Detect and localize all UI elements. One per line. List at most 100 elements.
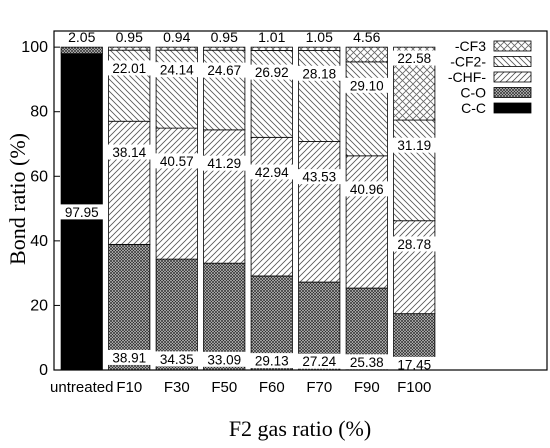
legend-swatch-cf3	[493, 40, 532, 52]
data-labels-layer: 97.95 38.91 38.14 22.01 34.35 40.57 24.14 33.09…	[59, 29, 437, 372]
data-label-f100-chf: 28.78	[397, 237, 431, 252]
bar-segment-f70-cf2	[298, 50, 341, 142]
data-label-bg	[106, 349, 152, 365]
data-label-bg	[154, 153, 200, 169]
y-axis-ticks: 0 20 40 60 80 100	[21, 39, 60, 379]
bar-segment-f50-chf	[203, 129, 246, 264]
y-tick-label: 80	[30, 104, 48, 121]
data-label-f90-cf2: 29.10	[350, 78, 384, 93]
bar-segment-f10-chf	[108, 120, 151, 245]
data-label-f100-cf3: 22.58	[397, 51, 431, 66]
data-label-bg	[249, 164, 295, 180]
legend: -CF3-CF2--CHF-C-OC-C	[448, 38, 532, 116]
bar-segment-f100-cf2	[393, 119, 436, 222]
bars-layer	[60, 46, 436, 371]
data-label-bg	[59, 204, 105, 220]
y-tick-label: 0	[39, 362, 48, 379]
data-label-f10-chf: 38.14	[112, 145, 146, 160]
data-label-f50-chf: 41.29	[207, 156, 241, 171]
data-label-bg	[296, 169, 342, 185]
data-label-bg	[391, 50, 437, 66]
data-label-f90-chf: 40.96	[350, 182, 384, 197]
legend-label-chf: -CHF-	[448, 69, 486, 85]
bar-segment-f30-chf	[155, 127, 198, 260]
data-label-f90-c-o: 25.38	[350, 355, 384, 370]
data-label-bg	[201, 351, 247, 367]
data-label-bg	[344, 77, 390, 93]
category-label-f70: F70	[306, 379, 332, 396]
category-label-f50: F50	[211, 379, 237, 396]
bar-segment-f60-chf	[250, 136, 293, 277]
data-label-f50-c-o: 33.09	[207, 352, 241, 367]
top-label-f50: 0.95	[211, 29, 238, 45]
data-label-f30-cf2: 24.14	[160, 63, 194, 78]
data-label-f70-cf2: 28.18	[302, 66, 336, 81]
y-tick-label: 40	[30, 233, 48, 250]
data-label-f100-cf2: 31.19	[397, 138, 431, 153]
data-label-bg	[201, 62, 247, 78]
bar-segment-f10-cf3	[108, 46, 151, 51]
plot-frame	[53, 30, 548, 371]
category-label-f10: F10	[116, 379, 142, 396]
data-label-bg	[296, 353, 342, 369]
legend-label-c-c: C-C	[461, 100, 486, 116]
y-tick-label: 60	[30, 168, 48, 185]
legend-swatch-chf	[493, 71, 532, 83]
data-label-bg	[296, 65, 342, 81]
category-label-untreated: untreated	[50, 379, 113, 396]
bar-segment-f90-chf	[345, 155, 388, 289]
top-label-f10: 0.95	[116, 29, 143, 45]
data-label-f70-c-o: 27.24	[302, 354, 336, 369]
data-label-f60-cf2: 26.92	[255, 65, 289, 80]
category-labels: untreated F10 F30 F50 F60 F70 F90 F100	[50, 379, 431, 396]
y-axis-title: Bond ratio (%)	[5, 133, 30, 265]
data-label-f10-cf2: 22.01	[112, 61, 146, 76]
bar-segment-f90-cf2	[345, 61, 388, 157]
data-label-f30-chf: 40.57	[160, 154, 194, 169]
data-label-f100-c-o: 17.45	[397, 357, 431, 372]
bar-segment-f70-chf	[298, 141, 341, 283]
data-label-f10-c-o: 38.91	[112, 350, 146, 365]
bar-segment-f50-cf3	[203, 46, 246, 51]
bar-segment-f60-cf3	[250, 46, 293, 51]
legend-label-cf2: -CF2-	[450, 54, 486, 70]
legend-label-c-o: C-O	[460, 85, 486, 101]
legend-label-cf3: -CF3	[455, 38, 486, 54]
top-label-f30: 0.94	[163, 29, 190, 45]
data-label-bg	[154, 351, 200, 367]
bar-segment-f70-cf3	[298, 46, 341, 51]
bar-segment-f30-cf3	[155, 46, 198, 51]
top-label-untreated: 2.05	[68, 29, 95, 45]
data-label-bg	[391, 137, 437, 153]
data-label-bg	[391, 236, 437, 252]
data-label-bg	[344, 181, 390, 197]
data-label-bg	[201, 155, 247, 171]
data-label-bg	[249, 353, 295, 369]
y-tick-label: 100	[21, 39, 48, 56]
category-label-f100: F100	[397, 379, 431, 396]
bar-segment-f100-chf	[393, 220, 436, 315]
category-label-f90: F90	[354, 379, 380, 396]
x-axis-title: F2 gas ratio (%)	[229, 416, 371, 441]
data-label-bg	[344, 354, 390, 370]
data-label-bg	[106, 144, 152, 160]
bar-segment-f90-cf3	[345, 46, 388, 63]
top-label-f70: 1.05	[306, 29, 333, 45]
data-label-f70-chf: 43.53	[302, 170, 336, 185]
data-label-f60-chf: 42.94	[255, 165, 289, 180]
bar-segment-untreated-c-o	[60, 46, 103, 55]
data-label-untreated-c-c: 97.95	[65, 205, 99, 220]
category-label-f60: F60	[259, 379, 285, 396]
data-label-bg	[391, 356, 437, 372]
data-label-f30-c-o: 34.35	[160, 352, 194, 367]
y-tick-label: 20	[30, 297, 48, 314]
legend-swatch-cf2	[493, 56, 532, 67]
data-label-bg	[154, 62, 200, 78]
data-label-f50-cf2: 24.67	[207, 63, 241, 78]
data-label-bg	[106, 60, 152, 76]
top-label-f90: 4.56	[353, 29, 380, 45]
category-label-f30: F30	[164, 379, 190, 396]
top-label-f60: 1.01	[258, 29, 285, 45]
bar-segment-f60-cf2	[250, 50, 293, 138]
